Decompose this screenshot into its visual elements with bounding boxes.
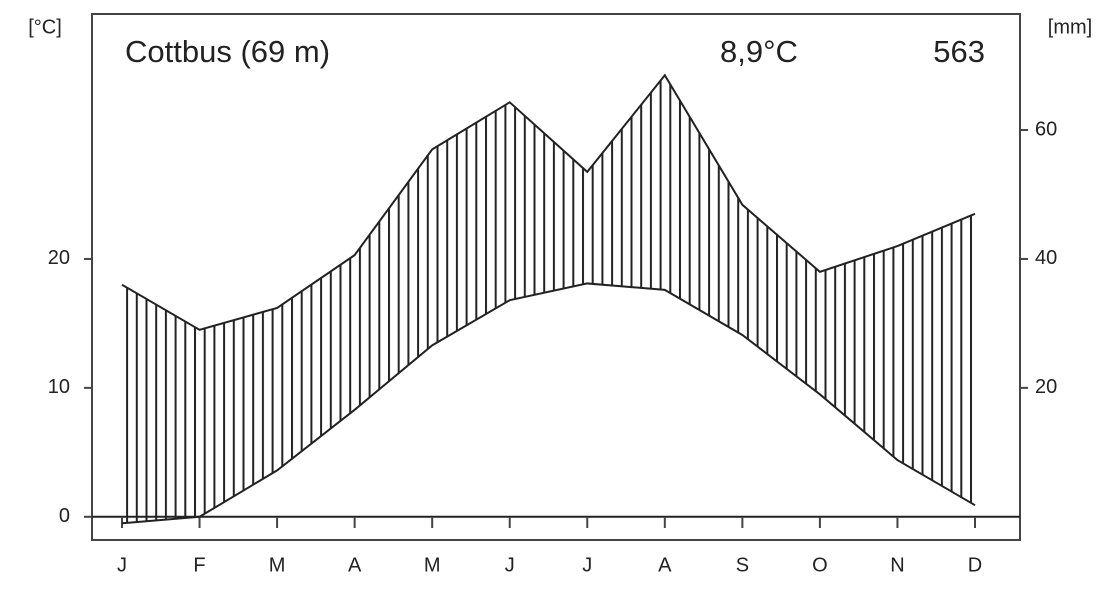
x-tick-label: A: [658, 554, 672, 576]
x-tick-label: J: [117, 554, 127, 576]
temperature-line: [121, 282, 976, 525]
x-tick-label: N: [890, 554, 904, 576]
y-tick-label: 0: [59, 505, 70, 527]
y-tick-label: 10: [48, 376, 70, 398]
y2-axis-label: [mm]: [1048, 16, 1092, 38]
x-tick-label: O: [812, 554, 828, 576]
x-tick-label: F: [193, 554, 205, 576]
x-tick-label: S: [736, 554, 749, 576]
x-tick-label: A: [348, 554, 362, 576]
x-tick-label: D: [968, 554, 982, 576]
chart-title: Cottbus (69 m): [125, 34, 330, 69]
x-tick-label: J: [582, 554, 592, 576]
y-axis-label: [°C]: [28, 16, 62, 38]
y2-tick-label: 40: [1035, 247, 1057, 269]
y-tick-label: 20: [48, 247, 70, 269]
y2-tick-label: 20: [1035, 376, 1057, 398]
mean-temperature: 8,9°C: [720, 34, 798, 69]
x-tick-label: J: [505, 554, 515, 576]
x-tick-label: M: [424, 554, 441, 576]
annual-precipitation: 563: [933, 34, 985, 69]
x-tick-label: M: [269, 554, 286, 576]
plot-frame: [91, 13, 1021, 541]
humid-hatch: [122, 75, 975, 524]
y2-tick-label: 60: [1035, 118, 1057, 140]
precipitation-line: [121, 73, 976, 331]
